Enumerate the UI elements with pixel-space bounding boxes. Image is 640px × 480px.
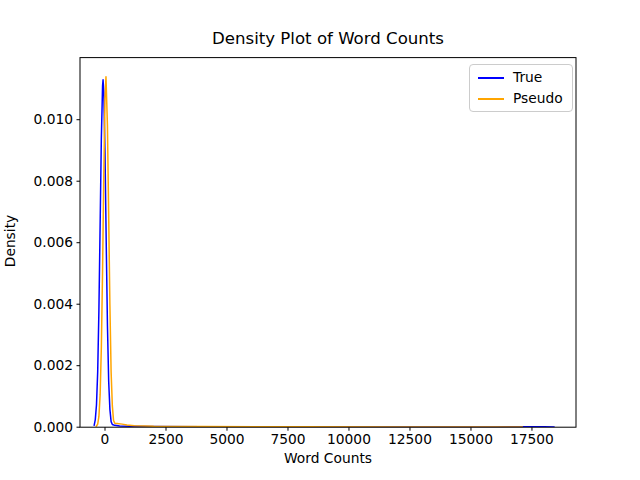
y-tick-label: 0.010 bbox=[25, 112, 73, 127]
y-tick-label: 0.000 bbox=[25, 420, 73, 435]
x-tick-label: 12500 bbox=[380, 432, 440, 447]
y-tick-label: 0.008 bbox=[25, 174, 73, 189]
legend: True Pseudo bbox=[469, 64, 573, 112]
plot-title: Density Plot of Word Counts bbox=[80, 28, 576, 50]
curve-pseudo bbox=[96, 77, 523, 427]
x-tick-label: 10000 bbox=[319, 432, 379, 447]
x-tick-label: 17500 bbox=[502, 432, 562, 447]
y-tick-label: 0.002 bbox=[25, 358, 73, 373]
x-tick-label: 0 bbox=[75, 432, 135, 447]
legend-label-true: True bbox=[513, 70, 542, 85]
legend-line-pseudo bbox=[478, 98, 504, 100]
x-tick-label: 5000 bbox=[197, 432, 257, 447]
legend-label-pseudo: Pseudo bbox=[513, 91, 563, 106]
x-tick-label: 15000 bbox=[441, 432, 501, 447]
plot-area bbox=[80, 58, 576, 428]
y-axis-label: Density bbox=[2, 141, 18, 341]
y-tick-label: 0.006 bbox=[25, 235, 73, 250]
x-tick-label: 7500 bbox=[258, 432, 318, 447]
y-tick-label: 0.004 bbox=[25, 297, 73, 312]
legend-entry-true: True bbox=[478, 70, 564, 85]
x-tick-label: 2500 bbox=[136, 432, 196, 447]
curve-true bbox=[94, 80, 555, 427]
legend-line-true bbox=[478, 77, 504, 79]
figure: Density Plot of Word Counts Word Counts … bbox=[0, 0, 640, 480]
legend-entry-pseudo: Pseudo bbox=[478, 91, 564, 106]
x-axis-label: Word Counts bbox=[80, 450, 576, 466]
